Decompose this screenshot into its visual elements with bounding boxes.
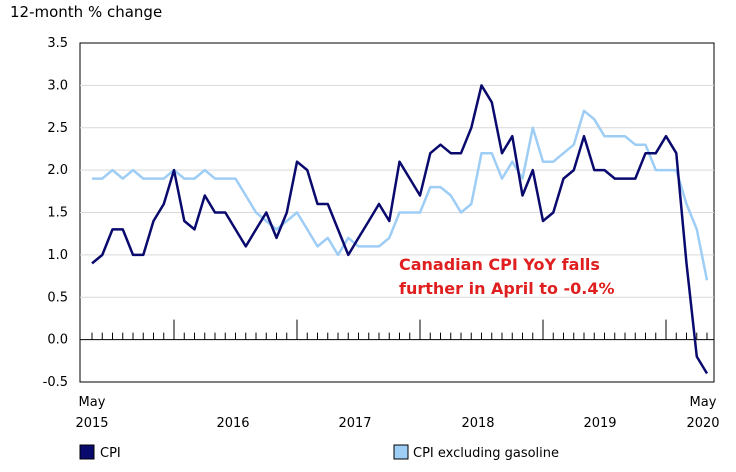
legend: CPI CPI excluding gasoline: [79, 444, 559, 461]
x-tick-label: 2019: [583, 416, 616, 431]
legend-label-cpi-excl-gasoline: CPI excluding gasoline: [413, 446, 559, 461]
series-line-cpi-excl-gasoline: [92, 109, 709, 281]
y-tick-label: 1.5: [47, 206, 68, 221]
x-tick-label: 2015: [75, 416, 108, 431]
x-ticks: [91, 319, 708, 340]
y-tick-label: 3.5: [47, 36, 68, 51]
annotation-line-1: Canadian CPI YoY falls: [399, 255, 600, 274]
y-tick-label: 1.0: [47, 248, 68, 263]
y-tick-label: 2.5: [47, 121, 68, 136]
gridlines: [80, 84, 714, 341]
y-tick-label: -0.5: [43, 375, 68, 390]
x-tick-label: 2020: [686, 416, 719, 431]
legend-label-cpi: CPI: [100, 446, 121, 461]
x-tick-label: 2016: [216, 416, 249, 431]
series-lines: [91, 84, 709, 375]
x-tick-label: 2018: [461, 416, 494, 431]
y-tick-label: 0.5: [47, 290, 68, 305]
legend-swatch-cpi: [79, 444, 95, 460]
y-tick-labels: -0.5 0.0 0.5 1.0 1.5 2.0 2.5 3.0 3.5: [43, 36, 68, 390]
y-tick-label: 0.0: [47, 333, 68, 348]
y-axis-title: 12-month % change: [10, 3, 162, 21]
legend-swatch-cpi-excl-gasoline: [393, 444, 409, 460]
x-tick-sublabel: May: [79, 395, 106, 410]
series-line-cpi: [91, 84, 709, 375]
x-tick-labels: May 2015 2016 2017 2018 2019 May 2020: [75, 395, 719, 431]
y-tick-label: 2.0: [47, 163, 68, 178]
y-tick-label: 3.0: [47, 78, 68, 93]
x-tick-sublabel: May: [690, 395, 717, 410]
annotation-line-2: further in April to -0.4%: [399, 279, 615, 298]
x-tick-label: 2017: [338, 416, 371, 431]
